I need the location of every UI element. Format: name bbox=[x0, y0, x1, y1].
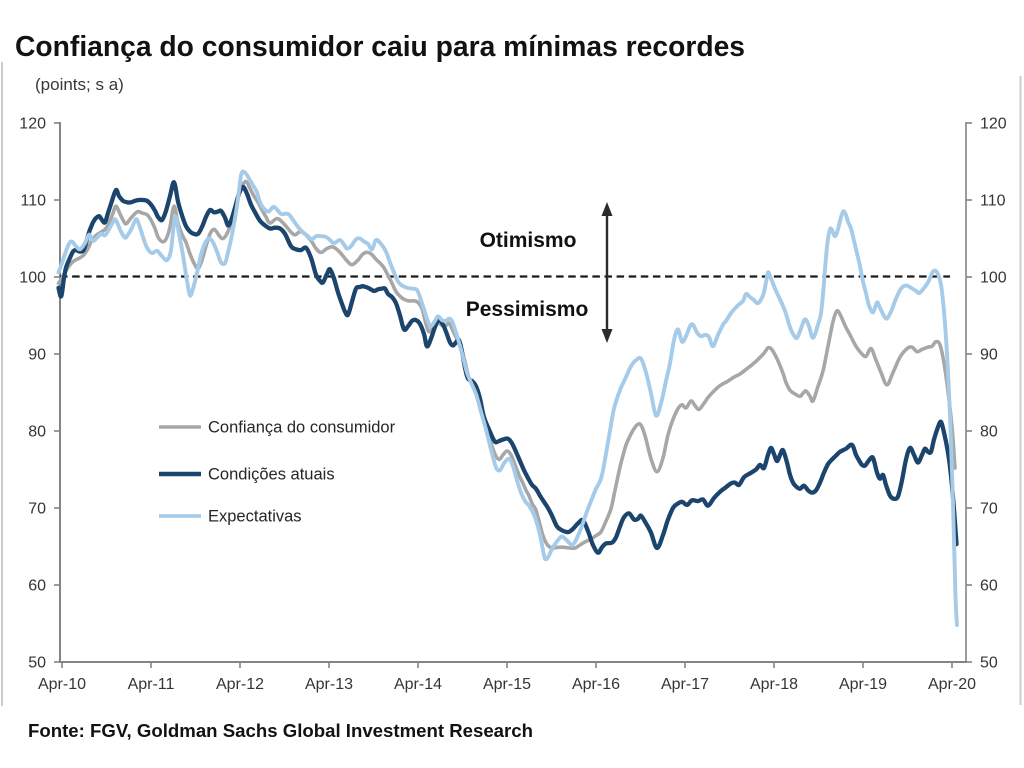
svg-text:90: 90 bbox=[980, 347, 998, 364]
svg-text:80: 80 bbox=[980, 424, 998, 441]
svg-text:Otimismo: Otimismo bbox=[480, 229, 577, 252]
svg-text:Apr-20: Apr-20 bbox=[928, 676, 976, 693]
svg-text:120: 120 bbox=[980, 116, 1007, 133]
svg-text:50: 50 bbox=[28, 655, 46, 672]
svg-text:50: 50 bbox=[980, 655, 998, 672]
svg-text:Confiança do consumidor caiu p: Confiança do consumidor caiu para mínima… bbox=[15, 31, 745, 63]
svg-text:(points; s a): (points; s a) bbox=[35, 75, 124, 94]
svg-text:120: 120 bbox=[19, 116, 46, 133]
svg-text:Apr-14: Apr-14 bbox=[394, 676, 442, 693]
svg-text:Apr-13: Apr-13 bbox=[305, 676, 353, 693]
svg-text:70: 70 bbox=[28, 501, 46, 518]
svg-text:Apr-11: Apr-11 bbox=[128, 676, 175, 693]
svg-text:Expectativas: Expectativas bbox=[208, 508, 302, 526]
svg-text:Confiança do consumidor: Confiança do consumidor bbox=[208, 419, 396, 437]
svg-text:60: 60 bbox=[980, 578, 998, 595]
svg-text:110: 110 bbox=[980, 193, 1006, 210]
svg-text:Apr-17: Apr-17 bbox=[661, 676, 709, 693]
svg-text:70: 70 bbox=[980, 501, 998, 518]
svg-text:Apr-18: Apr-18 bbox=[750, 676, 798, 693]
svg-text:Pessimismo: Pessimismo bbox=[466, 298, 589, 321]
svg-text:Apr-15: Apr-15 bbox=[483, 676, 531, 693]
svg-text:Apr-16: Apr-16 bbox=[572, 676, 620, 693]
svg-text:100: 100 bbox=[980, 270, 1007, 287]
svg-text:Fonte: FGV, Goldman Sachs Glob: Fonte: FGV, Goldman Sachs Global Investm… bbox=[28, 721, 533, 741]
svg-text:90: 90 bbox=[28, 347, 46, 364]
svg-text:Apr-10: Apr-10 bbox=[38, 676, 86, 693]
svg-text:80: 80 bbox=[28, 424, 46, 441]
svg-text:100: 100 bbox=[19, 270, 46, 287]
svg-text:Condições atuais: Condições atuais bbox=[208, 466, 335, 484]
svg-text:Apr-12: Apr-12 bbox=[216, 676, 264, 693]
svg-text:Apr-19: Apr-19 bbox=[839, 676, 887, 693]
svg-text:60: 60 bbox=[28, 578, 46, 595]
svg-text:110: 110 bbox=[20, 193, 46, 210]
